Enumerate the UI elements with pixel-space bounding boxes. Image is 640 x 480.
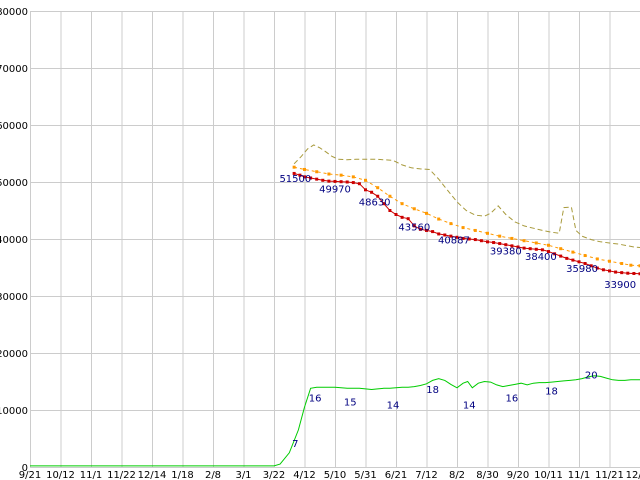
svg-text:11/1: 11/1	[568, 470, 590, 480]
svg-text:18: 18	[426, 385, 439, 396]
svg-text:12/14: 12/14	[138, 470, 167, 480]
svg-text:10000: 10000	[0, 406, 28, 417]
series-green-solid-count	[30, 375, 640, 467]
svg-text:70000: 70000	[0, 64, 28, 75]
svg-text:14: 14	[463, 400, 476, 411]
svg-text:5/31: 5/31	[354, 470, 376, 480]
svg-text:16: 16	[309, 393, 322, 404]
svg-text:16: 16	[506, 393, 519, 404]
svg-text:11/22: 11/22	[107, 470, 136, 480]
svg-text:11/21: 11/21	[595, 470, 624, 480]
svg-text:10/11: 10/11	[534, 470, 563, 480]
svg-text:38400: 38400	[525, 252, 557, 263]
svg-text:51500: 51500	[279, 174, 311, 185]
svg-text:35980: 35980	[566, 264, 598, 275]
svg-text:60000: 60000	[0, 121, 28, 132]
svg-text:8/30: 8/30	[476, 470, 498, 480]
svg-text:11/1: 11/1	[80, 470, 102, 480]
svg-text:7/12: 7/12	[415, 470, 437, 480]
svg-text:33900: 33900	[604, 280, 636, 291]
svg-text:49970: 49970	[319, 184, 351, 195]
svg-text:39380: 39380	[490, 246, 522, 257]
svg-text:6/21: 6/21	[385, 470, 407, 480]
svg-text:4/12: 4/12	[293, 470, 315, 480]
y-axis-labels: 0 10000 20000 30000 40000 50000 60000 70000 8000…	[0, 7, 28, 474]
svg-text:15: 15	[344, 397, 357, 408]
svg-text:20: 20	[585, 371, 598, 382]
svg-text:0: 0	[22, 463, 28, 474]
svg-text:3/22: 3/22	[263, 470, 285, 480]
svg-text:50000: 50000	[0, 178, 28, 189]
svg-text:43560: 43560	[398, 222, 430, 233]
svg-text:2/8: 2/8	[205, 470, 221, 480]
svg-text:20000: 20000	[0, 349, 28, 360]
svg-text:9/20: 9/20	[507, 470, 529, 480]
svg-text:9/21: 9/21	[19, 470, 41, 480]
series-khaki-dashed-upper	[293, 144, 640, 248]
series-red-solid-main	[292, 171, 640, 276]
gridlines	[30, 11, 640, 468]
svg-text:1/18: 1/18	[171, 470, 193, 480]
svg-text:14: 14	[387, 400, 400, 411]
svg-text:40887: 40887	[438, 236, 470, 247]
svg-text:5/10: 5/10	[324, 470, 346, 480]
svg-text:30000: 30000	[0, 292, 28, 303]
svg-text:18: 18	[545, 387, 558, 398]
x-axis-labels: 9/21 10/12 11/1 11/22 12/14 1/18 2/8 3/1 3/22 4/1…	[19, 470, 640, 480]
svg-text:48630: 48630	[359, 197, 391, 208]
series-orange-dashed-middle	[292, 165, 640, 268]
svg-text:3/1: 3/1	[235, 470, 251, 480]
svg-text:40000: 40000	[0, 235, 28, 246]
svg-text:12/12: 12/12	[626, 470, 640, 480]
svg-text:7: 7	[292, 439, 298, 450]
svg-text:8/2: 8/2	[449, 470, 465, 480]
svg-text:10/12: 10/12	[46, 470, 75, 480]
svg-text:80000: 80000	[0, 7, 28, 18]
